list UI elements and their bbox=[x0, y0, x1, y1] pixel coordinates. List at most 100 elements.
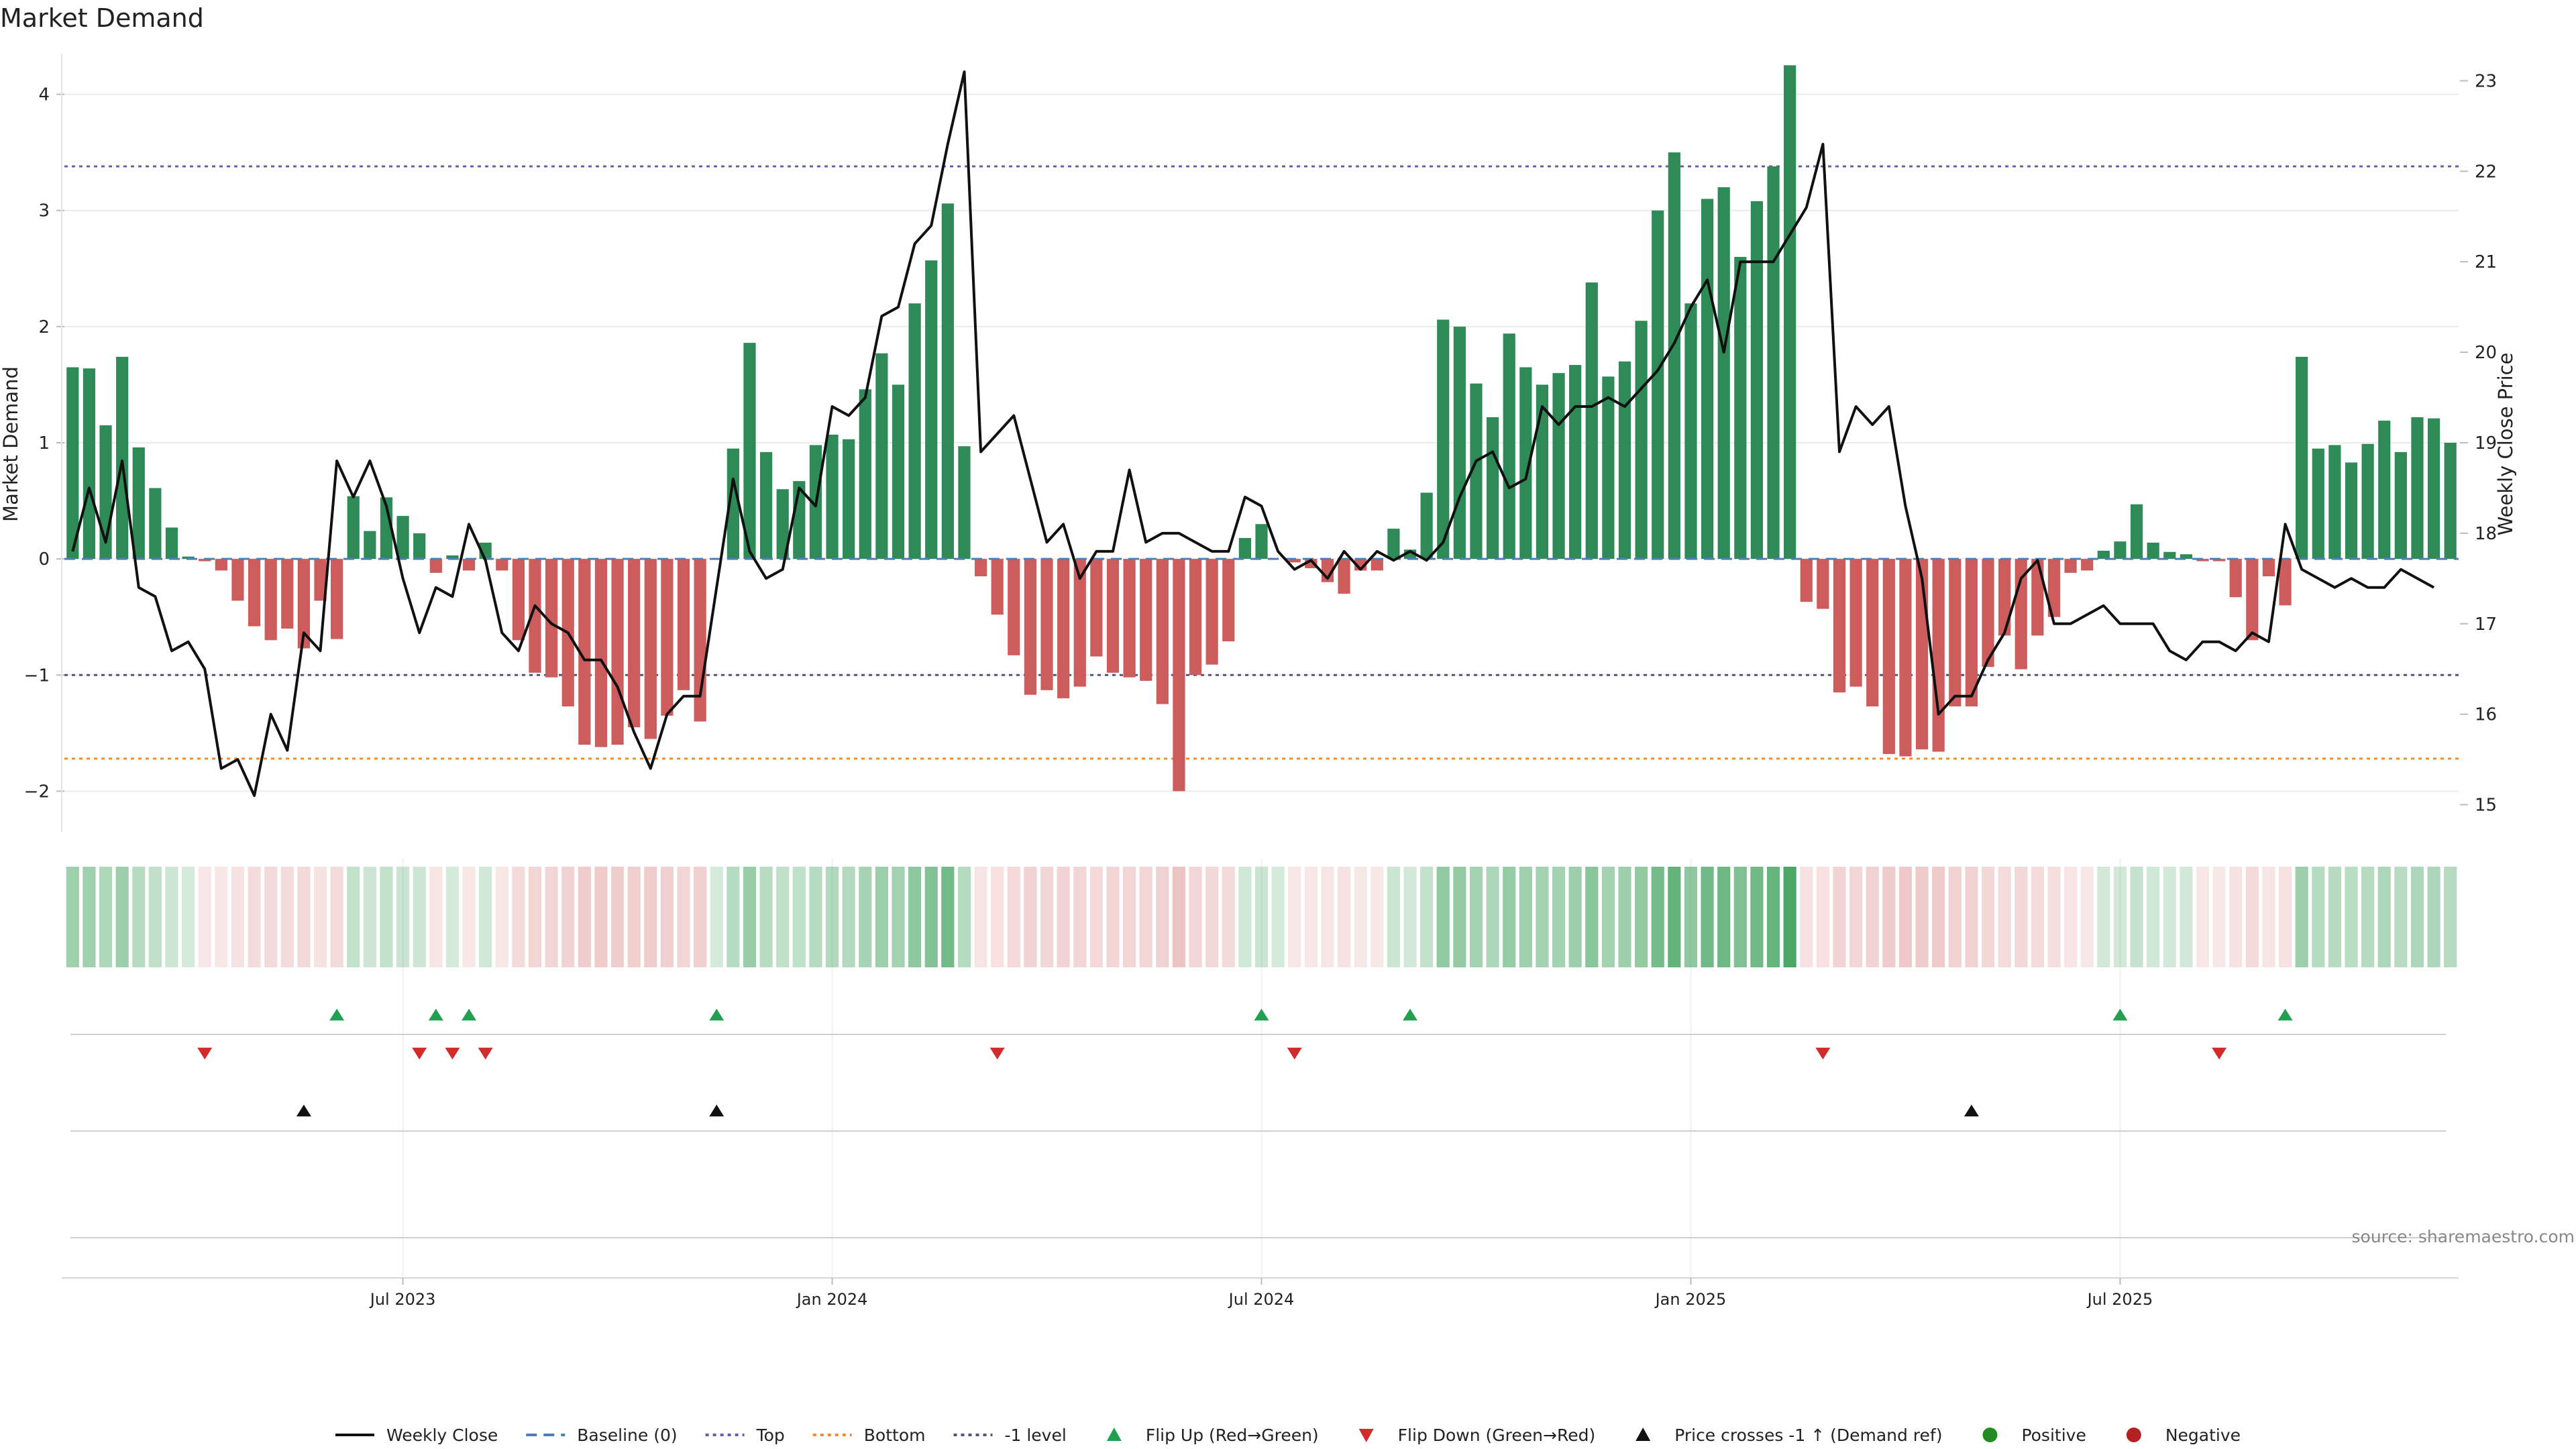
demand-bar-negative bbox=[974, 559, 987, 577]
strength-cell bbox=[1898, 867, 1913, 967]
demand-bar-positive bbox=[826, 434, 839, 559]
demand-bar-negative bbox=[677, 559, 690, 690]
demand-bar-positive bbox=[925, 260, 938, 559]
x-tick-label: Jul 2024 bbox=[1228, 1290, 1295, 1309]
demand-bar-negative bbox=[1965, 559, 1978, 707]
demand-bar-negative bbox=[331, 559, 343, 639]
demand-bar-positive bbox=[1437, 319, 1450, 559]
demand-bar-positive bbox=[1238, 537, 1251, 559]
demand-bar-negative bbox=[529, 559, 541, 673]
demand-bar-positive bbox=[958, 446, 971, 559]
legend-label: Baseline (0) bbox=[577, 1426, 677, 1445]
demand-bar-positive bbox=[727, 448, 739, 559]
strength-cell bbox=[578, 867, 591, 967]
chart-title: Market Demand bbox=[0, 3, 204, 33]
demand-bar-negative bbox=[2246, 559, 2259, 641]
demand-bar-positive bbox=[1668, 152, 1680, 559]
strength-cell bbox=[1420, 867, 1434, 967]
strength-cell bbox=[1073, 867, 1087, 967]
strength-cell bbox=[743, 867, 757, 967]
demand-bar-positive bbox=[776, 489, 789, 559]
strength-cell bbox=[2312, 867, 2325, 967]
strength-cell bbox=[1189, 867, 1202, 967]
flip-down-marker bbox=[197, 1047, 213, 1060]
demand-bar-positive bbox=[2394, 451, 2407, 559]
demand-bar-positive bbox=[892, 384, 905, 559]
strength-cell bbox=[727, 867, 740, 967]
demand-bar-negative bbox=[1288, 559, 1301, 563]
left-tick-label: 1 bbox=[38, 433, 50, 453]
strength-cell bbox=[2245, 867, 2259, 967]
demand-bar-positive bbox=[2130, 504, 2143, 559]
strength-cell bbox=[528, 867, 542, 967]
strength-cell bbox=[1981, 867, 1995, 967]
x-tick-label: Jan 2025 bbox=[1654, 1290, 1727, 1309]
strength-cell bbox=[380, 867, 393, 967]
strength-cell bbox=[957, 867, 971, 967]
demand-bar-negative bbox=[264, 559, 277, 641]
strength-cell bbox=[627, 867, 641, 967]
strength-cell bbox=[1783, 867, 1796, 967]
strength-cell bbox=[264, 867, 278, 967]
demand-strength-strip bbox=[66, 867, 2457, 967]
demand-bar-negative bbox=[248, 559, 261, 627]
reference-lines bbox=[64, 165, 2459, 760]
source-label: source: sharemaestro.com bbox=[2352, 1227, 2575, 1246]
price-cross-marker bbox=[709, 1104, 724, 1117]
demand-bar-positive bbox=[2147, 542, 2159, 559]
demand-bar-negative bbox=[2279, 559, 2292, 606]
flip-up-marker bbox=[2277, 1008, 2293, 1021]
strength-cell bbox=[429, 867, 443, 967]
right-axis-label: Weekly Close Price bbox=[2494, 353, 2517, 536]
demand-bar-positive bbox=[2312, 448, 2324, 559]
demand-bar-negative bbox=[1338, 559, 1350, 594]
left-axis-label: Market Demand bbox=[0, 366, 22, 522]
strength-cell bbox=[1503, 867, 1516, 967]
strength-cell bbox=[1238, 867, 1252, 967]
strength-cell bbox=[1816, 867, 1829, 967]
flip-down-marker bbox=[445, 1047, 460, 1060]
strength-cell bbox=[66, 867, 79, 967]
strength-cell bbox=[215, 867, 228, 967]
demand-bar-positive bbox=[1569, 365, 1582, 559]
demand-bar-positive bbox=[1734, 256, 1747, 559]
right-tick-label: 16 bbox=[2475, 705, 2497, 725]
legend-label: Flip Up (Red→Green) bbox=[1146, 1426, 1319, 1445]
strength-cell bbox=[2361, 867, 2375, 967]
strength-cell bbox=[1371, 867, 1384, 967]
demand-bar-positive bbox=[413, 533, 426, 559]
strength-cell bbox=[1271, 867, 1285, 967]
strength-cell bbox=[1089, 867, 1103, 967]
strength-cell bbox=[182, 867, 195, 967]
strength-cell bbox=[1007, 867, 1020, 967]
strength-cell bbox=[1040, 867, 1054, 967]
demand-bar-positive bbox=[1536, 384, 1549, 559]
demand-bar-negative bbox=[2047, 559, 2061, 617]
demand-bar-positive bbox=[1486, 417, 1499, 559]
strength-cell bbox=[512, 867, 525, 967]
demand-bar-positive bbox=[1387, 529, 1400, 559]
strength-cell bbox=[2328, 867, 2341, 967]
demand-bar-negative bbox=[2262, 559, 2275, 577]
strength-cell bbox=[1849, 867, 1863, 967]
strength-cell bbox=[479, 867, 492, 967]
strength-cell bbox=[941, 867, 955, 967]
strength-cell bbox=[198, 867, 211, 967]
flip-down-marker bbox=[478, 1047, 493, 1060]
demand-bar-positive bbox=[1750, 201, 1764, 559]
demand-bar-negative bbox=[2212, 559, 2226, 561]
demand-bar-positive bbox=[1784, 65, 1796, 559]
strength-cell bbox=[1156, 867, 1169, 967]
strength-cell bbox=[1387, 867, 1401, 967]
demand-bar-positive bbox=[2378, 421, 2391, 559]
demand-bar-negative bbox=[512, 559, 525, 641]
strength-cell bbox=[2163, 867, 2176, 967]
strength-cell bbox=[991, 867, 1004, 967]
strength-cell bbox=[2130, 867, 2143, 967]
strength-cell bbox=[1750, 867, 1764, 967]
strength-cell bbox=[859, 867, 872, 967]
right-tick-label: 15 bbox=[2475, 796, 2497, 816]
demand-bar-positive bbox=[843, 439, 855, 559]
flip-up-marker bbox=[329, 1008, 345, 1021]
strength-cell bbox=[1965, 867, 1978, 967]
